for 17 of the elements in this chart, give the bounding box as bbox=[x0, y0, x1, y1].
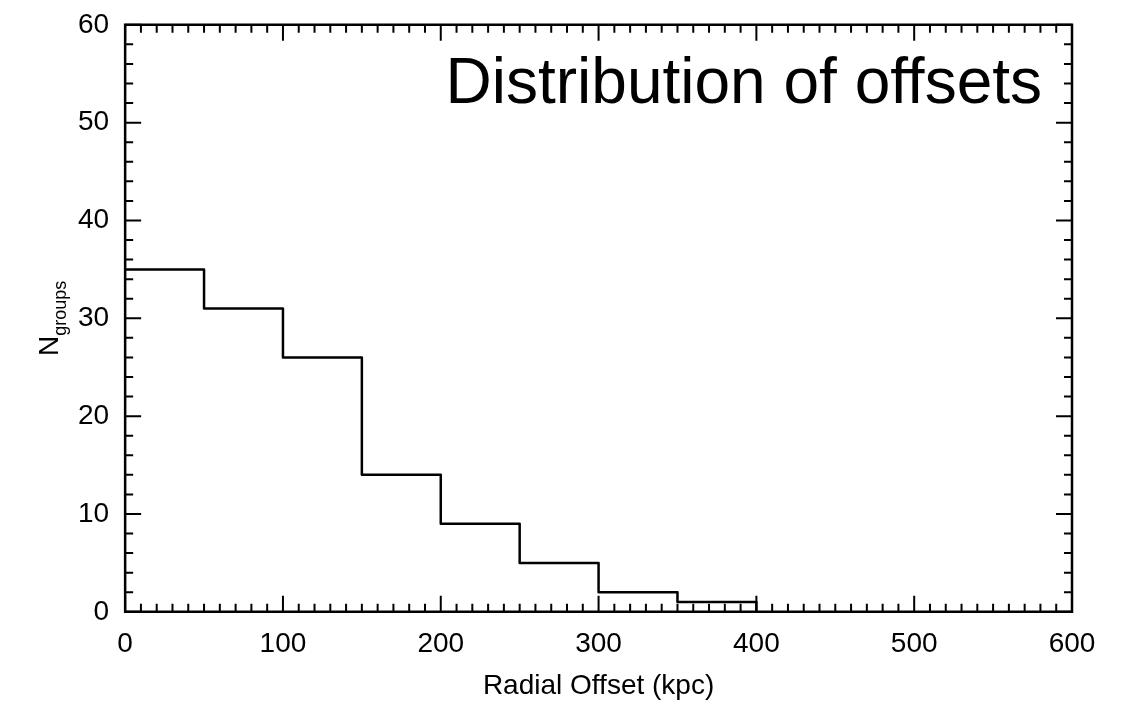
y-tick-label: 40 bbox=[77, 203, 110, 235]
y-tick-label: 20 bbox=[77, 398, 110, 430]
y-axis-title: Ngroups bbox=[33, 280, 70, 356]
y-tick-label: 10 bbox=[77, 496, 110, 528]
x-tick-label: 300 bbox=[575, 627, 622, 659]
x-tick-label: 400 bbox=[733, 627, 780, 659]
x-axis-title: Radial Offset (kpc) bbox=[482, 668, 715, 700]
y-tick-label: 60 bbox=[77, 7, 110, 39]
x-tick-label: 600 bbox=[1048, 627, 1096, 659]
y-tick-label: 30 bbox=[77, 301, 110, 333]
y-tick-label: 50 bbox=[77, 105, 110, 137]
x-tick-label: 0 bbox=[117, 627, 133, 659]
chart-title: Distribution of offsets bbox=[445, 44, 1042, 117]
x-tick-label: 200 bbox=[417, 627, 465, 659]
y-tick-label: 0 bbox=[93, 594, 110, 626]
x-tick-label: 500 bbox=[890, 627, 938, 659]
x-tick-label: 100 bbox=[259, 627, 307, 659]
